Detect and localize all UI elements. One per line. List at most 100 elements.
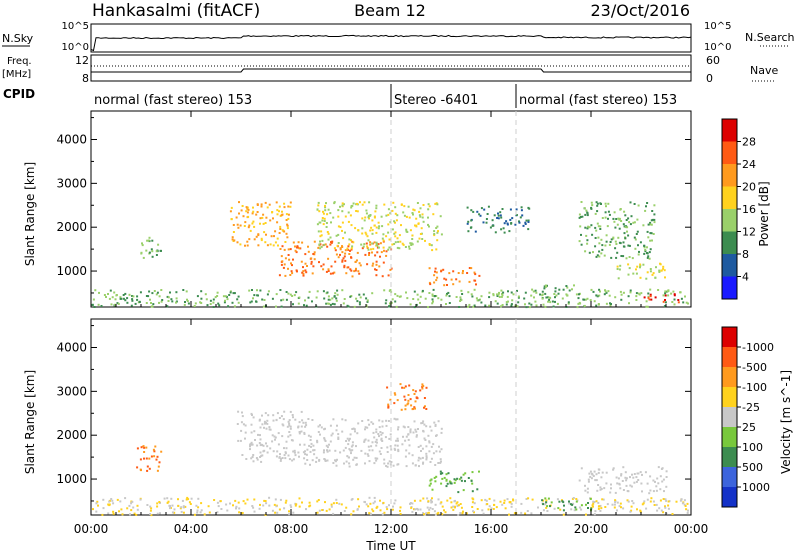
data-cell bbox=[620, 293, 623, 296]
data-cell bbox=[366, 245, 369, 248]
data-cell bbox=[280, 255, 283, 258]
data-cell bbox=[378, 450, 381, 453]
data-cell bbox=[431, 298, 434, 301]
data-cell bbox=[150, 514, 153, 517]
noise-panel: N.Sky 10^5 10^0 10^5 10^0 N.Search bbox=[2, 21, 795, 53]
data-cell bbox=[111, 499, 114, 502]
data-cell bbox=[531, 288, 534, 291]
data-cell bbox=[619, 208, 622, 210]
data-cell bbox=[347, 266, 350, 269]
data-cell bbox=[437, 230, 439, 233]
data-cell bbox=[271, 211, 274, 213]
data-cell bbox=[360, 243, 363, 246]
data-cell bbox=[287, 254, 290, 256]
data-cell bbox=[348, 238, 351, 241]
data-cell bbox=[257, 294, 259, 297]
data-cell bbox=[680, 297, 683, 300]
data-cell bbox=[231, 301, 234, 304]
data-cell bbox=[326, 459, 329, 462]
data-cell bbox=[304, 421, 307, 424]
data-cell bbox=[405, 449, 408, 452]
data-cell bbox=[223, 301, 226, 304]
data-cell bbox=[269, 243, 272, 246]
data-cell bbox=[545, 501, 548, 504]
data-cell bbox=[394, 293, 397, 296]
data-cell bbox=[662, 498, 665, 500]
data-cell bbox=[434, 425, 437, 427]
data-cell bbox=[457, 272, 460, 274]
data-cell bbox=[325, 202, 327, 205]
data-cell bbox=[311, 459, 314, 462]
data-cell bbox=[415, 396, 418, 399]
data-cell bbox=[640, 482, 643, 485]
data-cell bbox=[425, 456, 428, 459]
data-cell bbox=[600, 252, 603, 255]
data-cell bbox=[544, 503, 547, 506]
data-cell bbox=[263, 499, 266, 502]
data-cell bbox=[488, 505, 491, 508]
data-cell bbox=[116, 498, 119, 501]
data-cell bbox=[488, 304, 491, 307]
data-cell bbox=[389, 398, 392, 401]
data-cell bbox=[274, 438, 276, 441]
data-cell bbox=[589, 475, 592, 478]
data-cell bbox=[568, 289, 571, 292]
data-cell bbox=[269, 447, 272, 450]
data-cell bbox=[262, 222, 265, 225]
data-cell bbox=[335, 253, 338, 256]
data-cell bbox=[329, 212, 332, 215]
data-cell bbox=[359, 201, 361, 204]
data-cell bbox=[313, 251, 316, 254]
data-cell bbox=[612, 237, 615, 240]
data-cell bbox=[368, 201, 371, 204]
data-cell bbox=[408, 216, 411, 219]
data-cell bbox=[427, 223, 429, 226]
data-cell bbox=[166, 305, 169, 308]
data-cell bbox=[266, 445, 269, 448]
data-cell bbox=[386, 446, 389, 449]
data-cell bbox=[333, 271, 336, 274]
data-cell bbox=[361, 203, 364, 206]
data-cell bbox=[623, 225, 626, 228]
data-cell bbox=[238, 212, 240, 215]
data-cell bbox=[459, 503, 462, 505]
data-cell bbox=[423, 513, 425, 516]
data-cell bbox=[605, 205, 607, 208]
data-cell bbox=[649, 475, 652, 478]
data-cell bbox=[440, 501, 443, 504]
data-cell bbox=[279, 459, 282, 462]
data-cell bbox=[440, 460, 442, 463]
data-cell bbox=[575, 293, 578, 296]
data-cell bbox=[656, 509, 659, 512]
data-cell bbox=[485, 221, 488, 224]
data-cell bbox=[561, 297, 564, 300]
data-cell bbox=[591, 204, 594, 207]
data-cell bbox=[287, 292, 290, 295]
data-cell bbox=[196, 511, 199, 514]
data-cell bbox=[503, 502, 506, 504]
data-cell bbox=[322, 290, 325, 293]
data-cell bbox=[583, 304, 586, 307]
data-cell bbox=[441, 477, 444, 480]
data-cell bbox=[612, 467, 615, 470]
data-cell bbox=[304, 450, 306, 453]
data-cell bbox=[649, 295, 652, 298]
data-cell bbox=[349, 268, 352, 271]
data-cell bbox=[355, 210, 358, 212]
data-cell bbox=[336, 424, 338, 427]
data-cell bbox=[419, 233, 422, 235]
data-cell bbox=[410, 404, 413, 407]
data-cell bbox=[450, 278, 453, 281]
data-cell bbox=[603, 487, 606, 490]
data-cell bbox=[346, 437, 349, 440]
data-cell bbox=[435, 434, 438, 437]
data-cell bbox=[197, 497, 200, 500]
data-cell bbox=[329, 243, 332, 246]
data-cell bbox=[359, 264, 362, 267]
data-cell bbox=[575, 500, 578, 503]
data-cell bbox=[626, 490, 629, 492]
data-cell bbox=[376, 457, 379, 460]
data-cell bbox=[244, 221, 247, 224]
data-cell bbox=[578, 506, 581, 509]
